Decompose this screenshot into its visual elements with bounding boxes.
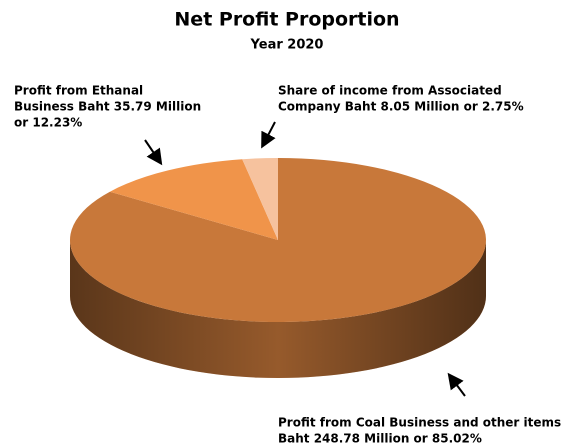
slice-label: Profit from Ethanal bbox=[14, 84, 143, 98]
arrow bbox=[144, 139, 163, 166]
slice-label: or 12.23% bbox=[14, 116, 82, 130]
slice-label: Company Baht 8.05 Million or 2.75% bbox=[278, 100, 524, 114]
slice-side-shade bbox=[70, 240, 486, 378]
slice-label: Profit from Coal Business and other item… bbox=[278, 416, 561, 430]
chart-title: Net Profit Proportion bbox=[174, 9, 399, 31]
slice-label: Baht 248.78 Million or 85.02% bbox=[278, 432, 482, 446]
pie bbox=[69, 158, 486, 378]
slice bbox=[109, 159, 278, 240]
slice-label: Share of income from Associated bbox=[278, 84, 502, 98]
chart-subtitle: Year 2020 bbox=[250, 38, 324, 53]
arrow bbox=[261, 121, 276, 149]
slice-label: Business Baht 35.79 Million bbox=[14, 100, 201, 114]
slice bbox=[242, 158, 278, 240]
arrow bbox=[447, 372, 466, 397]
